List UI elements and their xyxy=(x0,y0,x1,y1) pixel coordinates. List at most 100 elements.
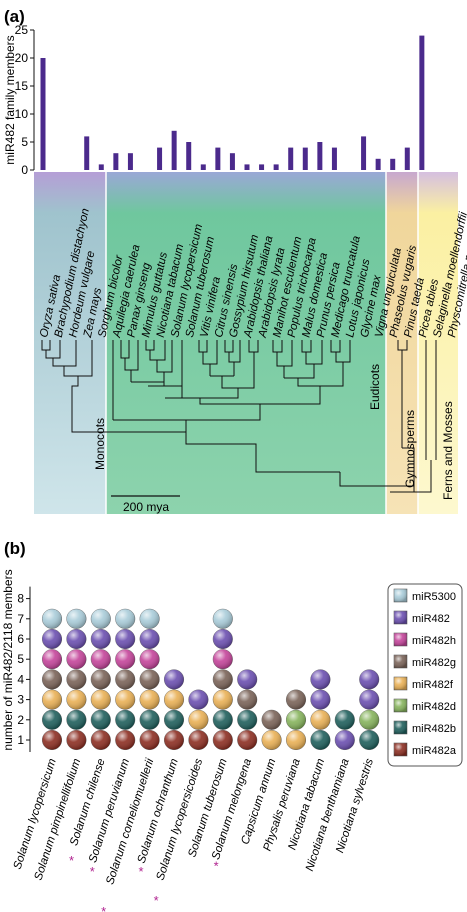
y-tick-label: 5 xyxy=(21,135,28,149)
member-dot-shine xyxy=(115,730,135,750)
member-dot-shine xyxy=(42,669,62,690)
member-dot-shine xyxy=(139,629,160,649)
member-dot-shine xyxy=(188,689,209,710)
member-dot-shine xyxy=(213,689,233,710)
member-dot-shine xyxy=(42,629,62,649)
member-dot-shine xyxy=(286,689,306,710)
eudicots-region xyxy=(106,172,386,514)
bar xyxy=(244,164,250,170)
member-dot-shine xyxy=(237,730,257,750)
legend-swatch-shine xyxy=(394,699,407,712)
member-dot-shine xyxy=(139,710,160,730)
member-dot-shine xyxy=(91,669,111,690)
bar xyxy=(113,153,119,170)
member-dot-shine xyxy=(359,669,380,690)
legend-swatch-shine xyxy=(394,589,407,602)
member-dot-shine xyxy=(188,710,209,730)
member-dot-shine xyxy=(115,629,135,649)
member-dot-shine xyxy=(359,689,380,710)
member-dot-shine xyxy=(42,649,62,669)
bar xyxy=(390,158,396,170)
legend-label: miR482f xyxy=(412,679,454,691)
member-dot-shine xyxy=(310,669,331,690)
bar xyxy=(419,35,425,170)
member-dot-shine xyxy=(164,730,184,750)
member-dot-shine xyxy=(91,629,111,649)
member-dot-shine xyxy=(139,669,160,690)
legend-swatch-shine xyxy=(394,655,407,668)
y-tick-label: 3 xyxy=(17,693,24,707)
y-tick-label: 4 xyxy=(17,672,24,686)
member-dot-shine xyxy=(286,710,306,730)
y-tick-label: 2 xyxy=(17,713,24,727)
legend-label: miR482a xyxy=(412,745,457,757)
member-dot-shine xyxy=(213,629,233,649)
y-tick-label: 7 xyxy=(17,612,24,626)
member-dot-shine xyxy=(188,730,209,750)
bar xyxy=(171,130,177,170)
bar xyxy=(259,164,265,170)
member-dot-shine xyxy=(91,649,111,669)
member-dot-shine xyxy=(213,649,233,669)
member-dot-shine xyxy=(310,689,331,710)
eudicots-label: Eudicots xyxy=(368,364,382,410)
member-dot-shine xyxy=(286,730,306,750)
y-tick-label: 15 xyxy=(15,79,29,93)
member-dot-shine xyxy=(66,730,87,750)
member-dot-shine xyxy=(261,710,282,730)
significance-marker: * xyxy=(101,904,106,912)
bar xyxy=(84,136,90,170)
member-dot-shine xyxy=(310,710,331,730)
y-tick-label: 0 xyxy=(21,163,28,177)
member-dot-shine xyxy=(335,730,355,750)
significance-marker: * xyxy=(154,893,159,908)
bar xyxy=(317,142,323,170)
legend-box xyxy=(387,583,463,767)
y-tick-label: 10 xyxy=(15,107,29,121)
bar xyxy=(157,147,163,170)
y-tick-label: 6 xyxy=(17,632,24,646)
legend-label: miR5300 xyxy=(412,591,456,603)
member-dot-shine xyxy=(213,730,233,750)
bar xyxy=(200,164,206,170)
ferns-mosses-label: Ferns and Mosses xyxy=(441,401,455,500)
member-dot-shine xyxy=(115,669,135,690)
legend-label: miR482b xyxy=(412,723,456,735)
legend-label: miR482 xyxy=(412,613,450,625)
member-dot-shine xyxy=(164,689,184,710)
y-axis-label: number of miR482/2118 members xyxy=(1,569,15,750)
legend-swatch-shine xyxy=(394,633,407,646)
y-tick-label: 5 xyxy=(17,652,24,666)
y-tick-label: 25 xyxy=(15,23,29,37)
y-tick-label: 1 xyxy=(17,733,24,747)
legend-swatch-shine xyxy=(394,677,407,690)
member-dot-shine xyxy=(66,629,87,649)
bar-chart-bars xyxy=(40,35,425,170)
member-dot-shine xyxy=(115,689,135,710)
member-dot-shine xyxy=(91,689,111,710)
legend-swatch-shine xyxy=(394,721,407,734)
member-dot-shine xyxy=(164,669,184,690)
member-dot-shine xyxy=(42,609,62,629)
member-dot-shine xyxy=(115,710,135,730)
bar xyxy=(127,153,133,170)
member-dot-shine xyxy=(42,689,62,710)
member-dot-shine xyxy=(213,710,233,730)
member-dot-shine xyxy=(359,710,380,730)
significance-marker: * xyxy=(139,864,144,879)
bar xyxy=(404,147,410,170)
member-dot-shine xyxy=(139,609,160,629)
member-dot-shine xyxy=(164,710,184,730)
member-dot-shine xyxy=(310,730,331,750)
member-dot-shine xyxy=(66,689,87,710)
dot-chart-legend: miR5300 miR482 miR482h miR482g miR482f miR482… xyxy=(387,583,463,767)
member-dot-shine xyxy=(42,710,62,730)
bar xyxy=(229,153,235,170)
bar xyxy=(98,164,104,170)
legend-swatch-shine xyxy=(394,611,407,624)
bar xyxy=(40,58,46,170)
